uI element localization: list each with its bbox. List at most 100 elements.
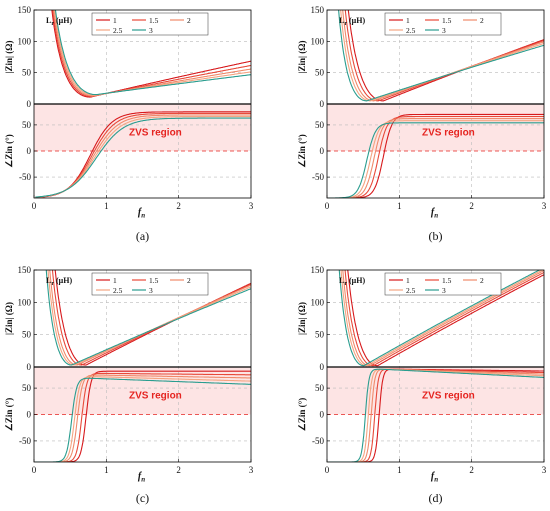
legend-title: Lr (μH) (339, 276, 365, 287)
phase-series-2 (328, 368, 544, 462)
zvs-region-label: ZVS region (422, 391, 475, 402)
legend-label-2: 2 (480, 16, 484, 25)
legend-label-2: 2 (187, 276, 191, 285)
x-tick-label: 1 (397, 465, 402, 475)
phase-series-1.5 (328, 115, 544, 198)
legend-label-2.5: 2.5 (406, 286, 416, 295)
phase-series-3 (35, 377, 251, 462)
mag-tick-label: 0 (320, 99, 325, 109)
mag-tick-label: 50 (315, 68, 325, 78)
x-axis-label: fn (431, 207, 438, 220)
mag-series-3 (338, 270, 541, 367)
chart-panel-b: 0 50 100 150 -50 0 50 0 1 2 3 |Zin| (Ω) ∠Zin (°) fn ZV… (297, 5, 547, 243)
legend-label-1: 1 (406, 276, 410, 285)
legend-label-1.5: 1.5 (442, 16, 452, 25)
legend-box (384, 272, 502, 296)
zvs-region-label: ZVS region (422, 127, 475, 138)
panel-caption: (a) (136, 229, 149, 243)
phase-tick-label: 50 (22, 120, 32, 130)
mag-tick-label: 100 (311, 297, 325, 307)
legend-title: Lr (μH) (46, 16, 72, 27)
mag-series-2.5 (53, 10, 251, 96)
x-axis-label: fn (138, 207, 145, 220)
legend-title: Lr (μH) (339, 16, 365, 27)
phase-series-3 (35, 117, 251, 198)
legend-label-2: 2 (480, 276, 484, 285)
phase-series-2.5 (328, 368, 544, 462)
x-tick-label: 2 (469, 465, 474, 475)
x-tick-label: 1 (104, 201, 109, 211)
legend-label-3: 3 (442, 286, 446, 295)
phase-series-2 (328, 118, 544, 198)
x-tick-label: 1 (397, 201, 402, 211)
phase-axis-label: ∠Zin (°) (4, 398, 14, 431)
zvs-band (327, 104, 544, 151)
panel-caption: (d) (429, 491, 443, 505)
legend-label-1: 1 (113, 16, 117, 25)
x-tick-label: 2 (176, 465, 181, 475)
legend-box (384, 12, 502, 36)
mag-axis-label: |Zin| (Ω) (4, 41, 14, 74)
phase-series-3 (328, 368, 544, 462)
phase-series-3 (328, 122, 544, 198)
mag-series-2.5 (47, 270, 251, 366)
mag-series-1.5 (52, 10, 251, 98)
x-tick-label: 2 (176, 201, 181, 211)
phase-series-2.5 (35, 376, 251, 462)
x-tick-label: 2 (469, 201, 474, 211)
legend-label-2: 2 (187, 16, 191, 25)
mag-tick-label: 50 (22, 68, 32, 78)
x-tick-label: 3 (542, 201, 547, 211)
phase-tick-label: -50 (19, 436, 31, 446)
phase-tick-label: -50 (312, 436, 324, 446)
legend-label-3: 3 (149, 26, 153, 35)
legend-label-3: 3 (442, 26, 446, 35)
mag-tick-label: 150 (311, 5, 325, 15)
mag-series-3 (45, 270, 251, 366)
x-tick-label: 3 (249, 201, 254, 211)
phase-series-2.5 (328, 120, 544, 198)
chart-panel-c: 0 50 100 150 -50 0 50 0 1 2 3 |Zin| (Ω) ∠Zin (°) fn ZV… (4, 265, 254, 505)
phase-series-2 (35, 374, 251, 462)
phase-tick-label: 0 (320, 410, 325, 420)
legend-label-3: 3 (149, 286, 153, 295)
mag-tick-label: 50 (22, 330, 32, 340)
phase-tick-label: -50 (312, 172, 324, 182)
plot-frame (33, 269, 252, 463)
phase-tick-label: -50 (19, 172, 31, 182)
phase-axis-label: ∠Zin (°) (297, 398, 307, 431)
x-tick-label: 0 (32, 465, 37, 475)
mag-series-1.5 (51, 270, 251, 366)
mag-tick-label: 50 (315, 330, 325, 340)
x-axis-label: fn (431, 471, 438, 484)
mag-tick-label: 150 (311, 265, 325, 275)
legend-box (91, 272, 209, 296)
plot-frame (326, 269, 545, 463)
mag-tick-label: 0 (27, 99, 32, 109)
phase-axis-label: ∠Zin (°) (297, 134, 307, 167)
mag-series-2 (53, 10, 251, 97)
mag-axis-label: |Zin| (Ω) (297, 41, 307, 74)
legend-label-1.5: 1.5 (149, 276, 159, 285)
mag-tick-label: 0 (27, 362, 32, 372)
mag-series-2 (342, 270, 544, 367)
mag-series-3 (54, 10, 251, 96)
panel-caption: (b) (429, 229, 443, 243)
phase-tick-label: 0 (27, 410, 32, 420)
mag-tick-label: 100 (18, 297, 32, 307)
phase-series-1 (328, 113, 544, 198)
phase-tick-label: 50 (22, 383, 32, 393)
mag-series-1 (347, 270, 544, 367)
phase-tick-label: 0 (320, 146, 325, 156)
legend-label-1: 1 (406, 16, 410, 25)
phase-tick-label: 0 (27, 146, 32, 156)
chart-panel-a: 0 50 100 150 -50 0 50 0 1 2 3 |Zin| (Ω) ∠Zin (°) fn ZV… (4, 5, 254, 243)
x-tick-label: 0 (32, 201, 37, 211)
mag-series-1.5 (344, 270, 544, 367)
phase-tick-label: 50 (315, 383, 325, 393)
mag-tick-label: 100 (18, 36, 32, 46)
x-tick-label: 3 (249, 465, 254, 475)
legend-box (91, 12, 209, 36)
mag-axis-label: |Zin| (Ω) (297, 302, 307, 335)
x-tick-label: 0 (325, 201, 330, 211)
